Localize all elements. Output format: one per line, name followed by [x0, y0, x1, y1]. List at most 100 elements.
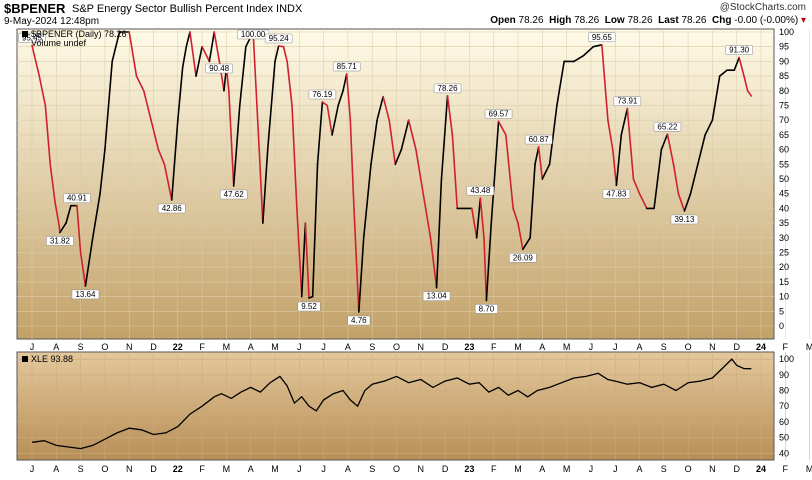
- y-tick-label: 85: [779, 71, 789, 81]
- x-tick-label: S: [78, 342, 84, 352]
- bpener-line-segment: [321, 101, 329, 107]
- high-label: High: [549, 15, 572, 26]
- bpener-line-segment: [142, 90, 152, 121]
- y-tick-label: 50: [779, 174, 789, 184]
- bpener-line-segment: [353, 207, 360, 313]
- bpener-line-segment: [537, 146, 544, 180]
- bpener-line-segment: [632, 178, 641, 195]
- bpener-line-segment: [407, 119, 417, 151]
- value-annotation: 9.52: [297, 301, 321, 312]
- bpener-line-segment: [582, 45, 595, 57]
- bpener-line-segment: [65, 204, 72, 224]
- annotation-text: 100.00: [241, 30, 266, 39]
- xle-x-tick-label: S: [369, 464, 375, 474]
- bpener-line-segment: [415, 148, 425, 195]
- bpener-line-segment: [349, 119, 355, 210]
- xle-x-tick-label: O: [101, 464, 108, 474]
- value-annotation: 78.26: [433, 83, 462, 94]
- x-tick-label: F: [783, 342, 789, 352]
- y-tick-label: 40: [779, 203, 789, 213]
- bpener-line-segment: [522, 237, 531, 251]
- annotation-text: 39.13: [674, 215, 695, 224]
- x-tick-label: J: [613, 342, 618, 352]
- bpener-line-segment: [704, 119, 714, 136]
- bpener-line-segment: [331, 104, 339, 136]
- xle-x-tick-label: 24: [756, 464, 766, 474]
- bpener-line-segment: [666, 133, 675, 166]
- annotation-text: 91.30: [729, 46, 750, 55]
- x-tick-label: 23: [464, 342, 474, 352]
- x-tick-label: A: [539, 342, 545, 352]
- main-legend: $BPENER (Daily) 78.26: [31, 29, 127, 39]
- bpener-line-segment: [185, 31, 191, 48]
- bpener-line-segment: [475, 197, 482, 239]
- symbol-title: $BPENER: [4, 1, 66, 16]
- x-tick-label: J: [321, 342, 326, 352]
- annotation-text: 90.48: [209, 64, 230, 73]
- value-annotation: 13.64: [71, 289, 100, 300]
- xle-x-tick-label: M: [271, 464, 279, 474]
- bpener-line-segment: [31, 44, 41, 77]
- volume-legend: Volume undef: [31, 38, 87, 48]
- value-annotation: 13.04: [422, 291, 451, 301]
- bpener-line-segment: [208, 31, 216, 63]
- bpener-line-segment: [163, 163, 173, 201]
- bpener-line-segment: [672, 163, 680, 195]
- y-tick-label: 55: [779, 159, 789, 169]
- y-tick-label: 25: [779, 248, 789, 258]
- bpener-line-segment: [485, 222, 493, 302]
- y-tick-label: 35: [779, 218, 789, 228]
- x-tick-label: J: [589, 342, 594, 352]
- x-tick-label: N: [709, 342, 716, 352]
- bpener-line-segment: [733, 56, 740, 72]
- xle-x-tick-label: M: [514, 464, 522, 474]
- chg-value: -0.00 (-0.00%): [734, 15, 799, 26]
- bpener-line-segment: [91, 192, 101, 239]
- bpener-line-segment: [79, 251, 87, 287]
- bpener-line-segment: [718, 69, 728, 77]
- xle-y-tick-label: 60: [779, 417, 789, 427]
- bpener-line-segment: [291, 104, 298, 210]
- bpener-line-segment: [150, 119, 160, 151]
- x-tick-label: M: [514, 342, 522, 352]
- value-annotation: 76.19: [308, 89, 337, 100]
- x-tick-label: O: [685, 342, 692, 352]
- bpener-line-segment: [370, 119, 378, 166]
- value-annotation: 8.70: [474, 304, 498, 314]
- value-annotation: 95.65: [588, 32, 616, 43]
- value-annotation: 69.57: [484, 109, 513, 119]
- x-tick-label: A: [248, 342, 254, 352]
- bpener-line-segment: [446, 95, 454, 136]
- value-annotation: 65.22: [653, 122, 682, 132]
- quote-summary: Open 78.26 High 78.26 Low 78.26 Last 78.…: [490, 15, 806, 26]
- bpener-line-segment: [362, 163, 372, 239]
- bpener-line-segment: [228, 90, 235, 187]
- annotation-text: 78.26: [438, 84, 459, 93]
- bpener-line-segment: [311, 163, 319, 298]
- bpener-line-segment: [232, 104, 241, 187]
- last-label: Last: [658, 15, 679, 26]
- bpener-line-segment: [548, 104, 558, 166]
- xle-x-tick-label: M: [223, 464, 231, 474]
- chg-label: Chg: [712, 15, 732, 26]
- bpener-line-segment: [746, 90, 753, 97]
- bpener-line-segment: [238, 45, 247, 107]
- exchange-label: INDX: [276, 3, 303, 15]
- bpener-line-segment: [512, 207, 519, 224]
- xle-x-tick-label: A: [345, 464, 351, 474]
- xle-x-tick-label: A: [636, 464, 642, 474]
- bpener-line-segment: [274, 45, 280, 63]
- x-tick-label: A: [345, 342, 351, 352]
- y-tick-label: 15: [779, 277, 789, 287]
- value-annotation: 73.91: [613, 96, 642, 106]
- bpener-line-segment: [337, 90, 344, 107]
- x-tick-label: 24: [756, 342, 766, 352]
- annotation-text: 4.76: [351, 316, 367, 325]
- bpener-line-segment: [677, 192, 686, 212]
- bpener-line-segment: [189, 31, 197, 77]
- bpener-line-segment: [607, 119, 614, 151]
- bpener-line-segment: [382, 95, 391, 121]
- symbol-description: S&P Energy Sector Bullish Percent Index …: [72, 3, 302, 15]
- y-tick-label: 60: [779, 145, 789, 155]
- bpener-line-segment: [104, 60, 113, 151]
